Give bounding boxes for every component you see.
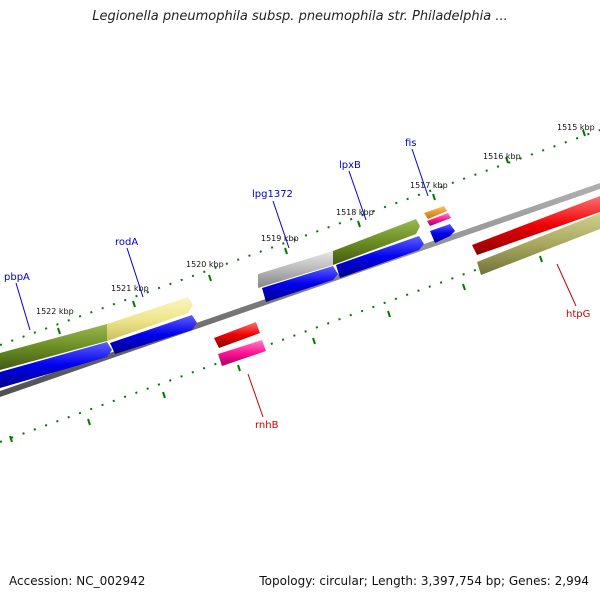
- feature-fis-pink: [427, 213, 451, 226]
- cds-arrow-htpG: [472, 196, 600, 255]
- label-leaders: [15, 148, 577, 418]
- tick-label: 1515 kbp: [557, 123, 595, 132]
- accession-text: Accession: NC_002942: [9, 574, 146, 588]
- map-title: Legionella pneumophila subsp. pneumophil…: [92, 9, 508, 24]
- gene-label-htpG: htpG: [566, 309, 590, 320]
- feature-fis-orange: [424, 206, 447, 219]
- cds-arrow: [262, 266, 338, 302]
- tick-label: 1517 kbp: [410, 181, 448, 190]
- feature-htpG-darkkhaki: [477, 213, 600, 275]
- feature-lpxB-olive: [333, 219, 420, 265]
- feature-pbpA-olive: [0, 324, 111, 370]
- gene-label-lpg1372: lpg1372: [252, 189, 293, 200]
- tick-label: 1522 kbp: [36, 307, 74, 316]
- gene-label-rodA: rodA: [115, 237, 138, 248]
- tick-label: 1516 kbp: [483, 152, 521, 161]
- gene-label-rnhB: rnhB: [255, 420, 279, 431]
- cds-arrow: [336, 236, 424, 278]
- cds-arrow: [110, 315, 197, 354]
- feature-rodA-khaki: [107, 297, 193, 341]
- tick-label: 1518 kbp: [336, 208, 374, 217]
- gene-label-pbpA: pbpA: [4, 272, 30, 283]
- cds-arrow: [0, 342, 112, 388]
- gene-label-lpxB: lpxB: [339, 160, 361, 171]
- tick-label: 1520 kbp: [186, 260, 224, 269]
- topology-text: Topology: circular; Length: 3,397,754 bp…: [259, 574, 589, 588]
- cds-arrow-rnhB: [214, 322, 260, 348]
- tick-label: 1519 kbp: [261, 234, 299, 243]
- tick-label: 1521 kbp: [111, 284, 149, 293]
- cds-arrow: [430, 224, 455, 243]
- feature-rnhB-pink: [218, 340, 266, 366]
- feature-lpg1372-gray: [258, 251, 336, 288]
- major-ticks: [9, 129, 586, 443]
- gene-label-fis: fis: [405, 138, 417, 149]
